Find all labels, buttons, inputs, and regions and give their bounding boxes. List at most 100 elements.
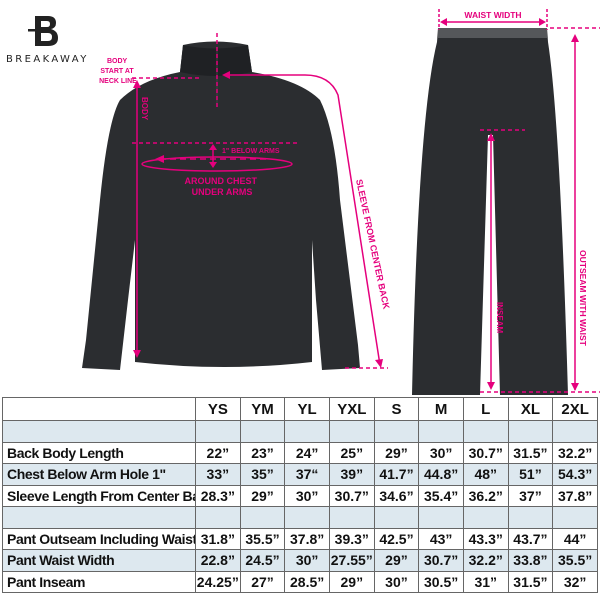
table-row: Pant Outseam Including Waist 31.8” 35.5” 37… xyxy=(2,527,598,550)
row-label: Back Body Length xyxy=(2,441,196,464)
value-cell xyxy=(552,506,598,529)
value-cell xyxy=(284,420,330,443)
value-cell xyxy=(462,420,509,443)
value-cell: 31.5” xyxy=(507,570,554,593)
value-cell xyxy=(373,420,420,443)
value-cell: 37” xyxy=(507,484,554,507)
value-cell: 24” xyxy=(284,441,330,464)
value-cell xyxy=(239,506,286,529)
value-cell xyxy=(418,506,464,529)
value-cell: 42.5” xyxy=(373,527,420,550)
size-header-xl: XL xyxy=(507,397,554,421)
row-label: Pant Inseam xyxy=(2,570,196,593)
value-cell: 29” xyxy=(373,549,420,572)
value-cell: 32” xyxy=(552,570,598,593)
corner-cell xyxy=(2,397,196,421)
label-outseam: OUTSEAM WITH WAIST xyxy=(578,250,588,347)
value-cell: 44.8” xyxy=(418,463,464,486)
size-header-yl: YL xyxy=(284,397,330,421)
value-cell xyxy=(328,420,375,443)
size-header-ys: YS xyxy=(195,397,241,421)
value-cell xyxy=(418,420,464,443)
label-body-start: BODY START AT NECK LINE xyxy=(99,58,137,85)
value-cell xyxy=(195,506,241,529)
logo-b-mark xyxy=(28,16,58,46)
pants-image xyxy=(412,28,568,395)
label-waist-width: WAIST WIDTH xyxy=(464,10,521,20)
value-cell: 32.2” xyxy=(552,441,598,464)
value-cell: 37“ xyxy=(284,463,330,486)
value-cell xyxy=(507,420,554,443)
value-cell: 48” xyxy=(462,463,509,486)
value-cell xyxy=(552,420,598,443)
value-cell: 33.8” xyxy=(507,549,554,572)
value-cell: 25” xyxy=(328,441,375,464)
value-cell: 35.5” xyxy=(552,549,598,572)
brand-logo: BREAKAWAY xyxy=(6,14,89,65)
value-cell: 43” xyxy=(418,527,464,550)
size-chart-table: YS YM YL YXL S M L XL 2XL Back Body Length 22” 23”… xyxy=(2,397,598,593)
value-cell: 43.7” xyxy=(507,527,554,550)
value-cell: 31.8” xyxy=(195,527,241,550)
value-cell: 24.25” xyxy=(195,570,241,593)
value-cell: 28.5” xyxy=(284,570,330,593)
value-cell: 30” xyxy=(284,484,330,507)
table-row: Back Body Length 22” 23” 24” 25” 29” 30” 30.7” 3… xyxy=(2,441,598,464)
value-cell xyxy=(239,420,286,443)
spacer-row xyxy=(2,506,598,529)
table-row: Pant Inseam 24.25” 27” 28.5” 29” 30” 30.5” 31” 3… xyxy=(2,570,598,593)
value-cell: 30” xyxy=(418,441,464,464)
value-cell: 51” xyxy=(507,463,554,486)
value-cell: 30.7” xyxy=(328,484,375,507)
value-cell: 37.8” xyxy=(284,527,330,550)
table-row: Sleeve Length From Center Back 28.3” 29” 30… xyxy=(2,484,598,507)
value-cell: 34.6” xyxy=(373,484,420,507)
value-cell: 36.2” xyxy=(462,484,509,507)
jacket-image xyxy=(82,41,360,370)
brand-name: BREAKAWAY xyxy=(6,54,89,65)
value-cell: 43.3” xyxy=(462,527,509,550)
jacket-arrowheads xyxy=(133,71,383,368)
row-label: Chest Below Arm Hole 1" xyxy=(2,463,196,486)
row-label: Pant Waist Width xyxy=(2,549,196,572)
size-header-l: L xyxy=(462,397,509,421)
table-row: Chest Below Arm Hole 1" 33” 35” 37“ 39” 41.7”… xyxy=(2,463,598,486)
label-sleeve: SLEEVE FROM CENTER BACK xyxy=(354,178,391,310)
value-cell: 23” xyxy=(239,441,286,464)
row-label: Sleeve Length From Center Back xyxy=(2,484,196,507)
value-cell: 28.3” xyxy=(195,484,241,507)
size-header-yxl: YXL xyxy=(328,397,375,421)
value-cell: 35.4” xyxy=(418,484,464,507)
jacket-measure-lines xyxy=(132,33,388,369)
pants-measure-lines xyxy=(438,9,600,393)
table-row: Pant Waist Width 22.8” 24.5” 30” 27.55” 29” 30… xyxy=(2,549,598,572)
row-label xyxy=(2,506,196,529)
value-cell: 29” xyxy=(328,570,375,593)
value-cell: 30” xyxy=(284,549,330,572)
value-cell: 30.7” xyxy=(462,441,509,464)
value-cell: 41.7” xyxy=(373,463,420,486)
spacer-row xyxy=(2,420,598,443)
value-cell: 39” xyxy=(328,463,375,486)
value-cell: 24.5” xyxy=(239,549,286,572)
value-cell: 35.5” xyxy=(239,527,286,550)
size-header-m: M xyxy=(418,397,464,421)
value-cell: 22.8” xyxy=(195,549,241,572)
value-cell: 35” xyxy=(239,463,286,486)
value-cell: 39.3” xyxy=(328,527,375,550)
value-cell xyxy=(373,506,420,529)
value-cell: 22” xyxy=(195,441,241,464)
value-cell: 29” xyxy=(373,441,420,464)
row-label: Pant Outseam Including Waist xyxy=(2,527,196,550)
value-cell: 54.3” xyxy=(552,463,598,486)
label-body: BODY xyxy=(140,97,149,121)
value-cell: 27” xyxy=(239,570,286,593)
value-cell xyxy=(328,506,375,529)
garment-illustration: BODY START AT NECK LINE BODY 1" BELOW AR… xyxy=(82,9,600,395)
size-header-2xl: 2XL xyxy=(552,397,598,421)
value-cell: 31” xyxy=(462,570,509,593)
value-cell: 31.5” xyxy=(507,441,554,464)
value-cell: 30.5” xyxy=(418,570,464,593)
value-cell: 37.8” xyxy=(552,484,598,507)
size-header-ym: YM xyxy=(239,397,286,421)
